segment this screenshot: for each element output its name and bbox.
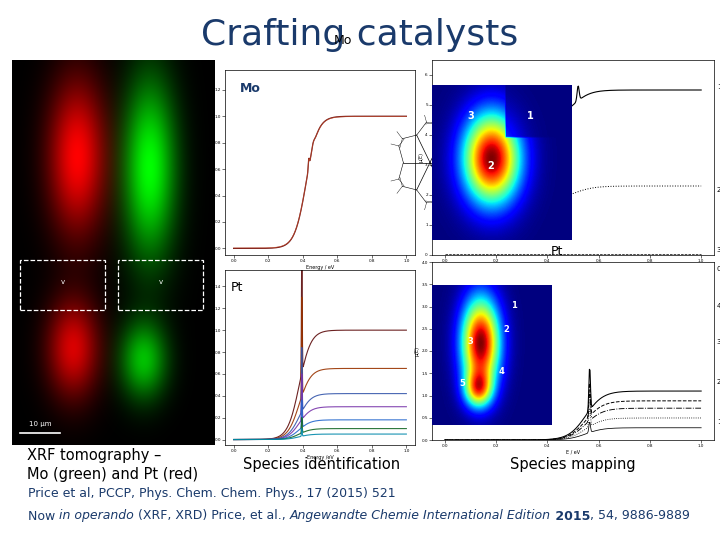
Text: 4: 4 — [717, 303, 720, 309]
Text: Pt: Pt — [551, 245, 563, 258]
Text: Mo: Mo — [240, 82, 261, 95]
Text: v: v — [61, 279, 65, 285]
Text: Price et al, PCCP, Phys. Chem. Chem. Phys., 17 (2015) 521: Price et al, PCCP, Phys. Chem. Chem. Phy… — [28, 488, 395, 501]
Text: 3: 3 — [717, 247, 720, 253]
X-axis label: Energy /eV: Energy /eV — [307, 455, 333, 460]
Text: Pt: Pt — [230, 281, 243, 294]
Y-axis label: μ(E): μ(E) — [419, 152, 424, 163]
Text: 2: 2 — [487, 160, 494, 171]
Text: 1: 1 — [510, 301, 516, 310]
Bar — [20, 260, 105, 310]
Text: Species identification: Species identification — [243, 457, 400, 472]
Text: 2: 2 — [717, 379, 720, 385]
Text: in operando: in operando — [59, 510, 134, 523]
Text: 1: 1 — [717, 419, 720, 425]
Y-axis label: Normalised μ(E): Normalised μ(E) — [209, 341, 213, 374]
Y-axis label: μ(E): μ(E) — [415, 346, 420, 356]
X-axis label: Energy / eV: Energy / eV — [306, 265, 334, 269]
Text: 3: 3 — [468, 111, 474, 121]
Text: Crafting catalysts: Crafting catalysts — [202, 18, 518, 52]
Text: 4: 4 — [499, 367, 505, 376]
Text: Mo: Mo — [333, 35, 351, 48]
Text: 1: 1 — [717, 84, 720, 90]
Text: v: v — [159, 279, 163, 285]
Text: 3: 3 — [467, 336, 473, 346]
Text: 0: 0 — [717, 266, 720, 272]
Text: Angewandte Chemie International Edition: Angewandte Chemie International Edition — [289, 510, 551, 523]
Bar — [118, 260, 203, 310]
Y-axis label: Normalised μ(E): Normalised μ(E) — [209, 146, 213, 179]
Text: 2: 2 — [503, 325, 509, 334]
Text: (XRF, XRD) Price, et al.,: (XRF, XRD) Price, et al., — [134, 510, 289, 523]
Text: 3: 3 — [717, 339, 720, 345]
Text: Now: Now — [28, 510, 59, 523]
Text: XRF tomography –
Mo (green) and Pt (red): XRF tomography – Mo (green) and Pt (red) — [27, 448, 199, 482]
Text: 2: 2 — [717, 187, 720, 193]
Text: , 54, 9886-9889: , 54, 9886-9889 — [590, 510, 690, 523]
Text: 2015: 2015 — [551, 510, 590, 523]
X-axis label: E / eV: E / eV — [566, 450, 580, 455]
Bar — [12, 60, 215, 445]
Text: 1: 1 — [526, 111, 534, 121]
Text: Species mapping: Species mapping — [510, 457, 636, 472]
Text: 10 µm: 10 µm — [29, 421, 51, 427]
Text: 5: 5 — [459, 379, 465, 388]
X-axis label: E / eV: E / eV — [566, 265, 580, 269]
